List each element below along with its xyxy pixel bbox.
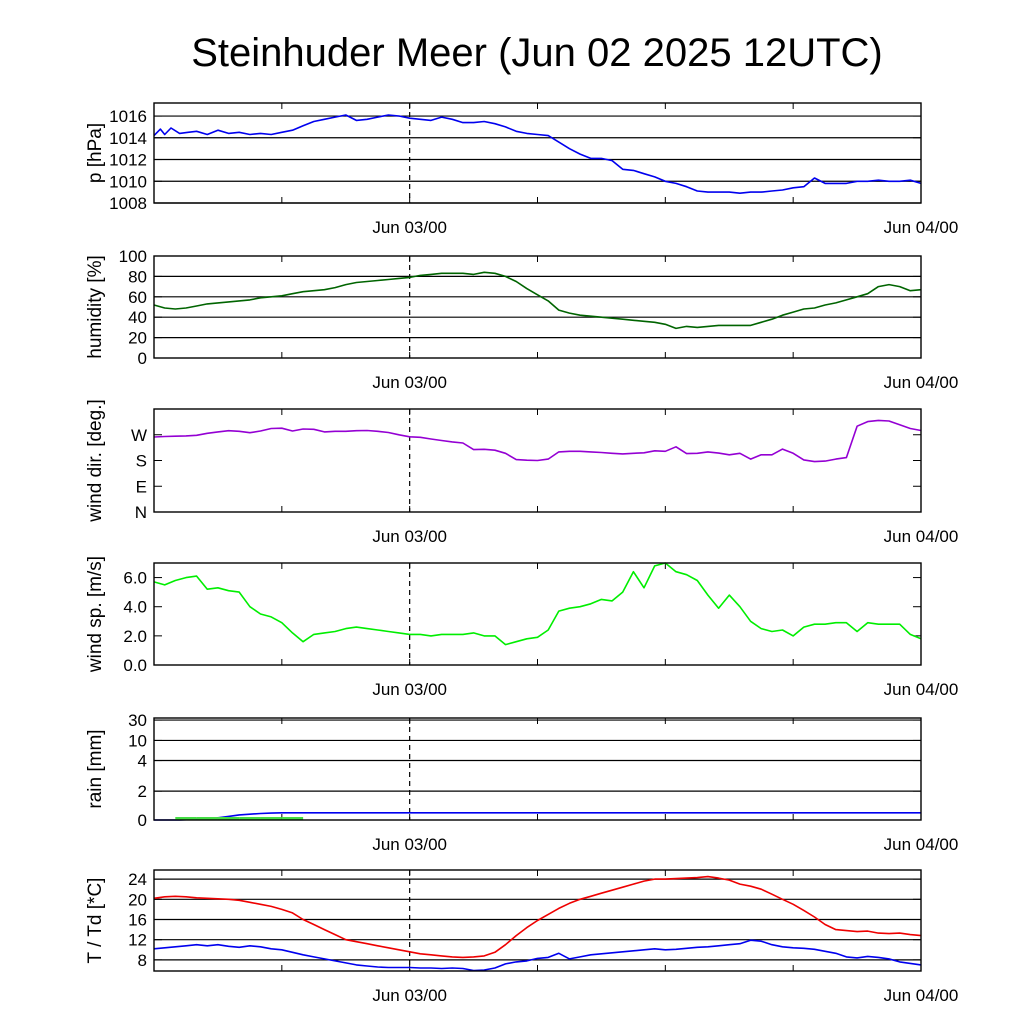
wind_dir-series-line bbox=[153, 419, 922, 463]
humidity-y-tick-label: 80 bbox=[128, 267, 147, 286]
rain-y-tick-label: 2 bbox=[138, 782, 147, 801]
wind_dir-panel-frame bbox=[153, 408, 922, 513]
humidity-y-tick-label: 0 bbox=[138, 349, 147, 368]
pressure-y-tick-label: 1010 bbox=[109, 172, 147, 191]
pressure-x-tick-label: Jun 03/00 bbox=[372, 218, 447, 237]
rain-rain-bar bbox=[281, 817, 304, 820]
rain-y-tick-label: 10 bbox=[128, 731, 147, 750]
pressure-series-line bbox=[153, 114, 922, 194]
temperature-y-tick-label: 24 bbox=[128, 870, 147, 889]
wind_speed-y-tick-label: 4.0 bbox=[123, 598, 147, 617]
wind_dir-y-tick-label: N bbox=[135, 503, 147, 522]
humidity-y-tick-label: 40 bbox=[128, 308, 147, 327]
wind_dir-y-tick-label: E bbox=[136, 477, 147, 496]
humidity-y-tick-label: 100 bbox=[119, 247, 147, 266]
rain-rain-bar bbox=[239, 817, 261, 820]
wind_dir-y-tick-label: S bbox=[136, 452, 147, 471]
humidity-y-axis-label: humidity [%] bbox=[85, 255, 106, 358]
rain-rain-bar bbox=[175, 817, 197, 820]
rain-rain-bar bbox=[217, 817, 240, 820]
rain-x-tick-label: Jun 04/00 bbox=[884, 835, 959, 854]
pressure-y-tick-label: 1016 bbox=[109, 107, 147, 126]
rain-x-tick-label: Jun 03/00 bbox=[372, 835, 447, 854]
pressure-y-tick-label: 1012 bbox=[109, 151, 147, 170]
temperature-x-tick-label: Jun 03/00 bbox=[372, 986, 447, 1005]
wind_dir-y-tick-label: W bbox=[131, 426, 147, 445]
wind_dir-x-tick-label: Jun 04/00 bbox=[884, 527, 959, 546]
wind_speed-x-tick-label: Jun 04/00 bbox=[884, 680, 959, 699]
wind_speed-x-tick-label: Jun 03/00 bbox=[372, 680, 447, 699]
wind_dir-x-tick-label: Jun 03/00 bbox=[372, 527, 447, 546]
temperature-panel-frame bbox=[153, 869, 922, 972]
wind_speed-y-tick-label: 2.0 bbox=[123, 627, 147, 646]
temperature-series-line bbox=[153, 939, 922, 972]
rain-rain-bar bbox=[196, 817, 218, 820]
pressure-x-tick-label: Jun 04/00 bbox=[884, 218, 959, 237]
rain-y-tick-label: 0 bbox=[138, 811, 147, 830]
temperature-y-tick-label: 8 bbox=[138, 951, 147, 970]
pressure-y-tick-label: 1008 bbox=[109, 194, 147, 213]
rain-y-tick-label: 30 bbox=[128, 711, 147, 730]
temperature-y-tick-label: 20 bbox=[128, 890, 147, 909]
pressure-y-tick-label: 1014 bbox=[109, 129, 147, 148]
humidity-panel-frame bbox=[153, 255, 922, 359]
chart-title: Steinhuder Meer (Jun 02 2025 12UTC) bbox=[191, 31, 882, 75]
wind_speed-y-axis-label: wind sp. [m/s] bbox=[85, 556, 106, 673]
temperature-series-line bbox=[153, 875, 922, 959]
humidity-y-tick-label: 60 bbox=[128, 288, 147, 307]
pressure-panel-frame bbox=[153, 102, 922, 204]
temperature-y-axis-label: T / Td [*C] bbox=[85, 878, 106, 964]
rain-panel-frame bbox=[153, 717, 922, 821]
humidity-x-tick-label: Jun 03/00 bbox=[372, 373, 447, 392]
humidity-x-tick-label: Jun 04/00 bbox=[884, 373, 959, 392]
temperature-y-tick-label: 12 bbox=[128, 931, 147, 950]
rain-rain-bar bbox=[260, 817, 282, 820]
wind_speed-panel-frame bbox=[153, 562, 922, 666]
temperature-y-tick-label: 16 bbox=[128, 910, 147, 929]
pressure-y-axis-label: p [hPa] bbox=[85, 123, 106, 183]
wind_speed-y-tick-label: 6.0 bbox=[123, 569, 147, 588]
wind_dir-y-axis-label: wind dir. [deg.] bbox=[85, 399, 106, 523]
rain-y-axis-label: rain [mm] bbox=[85, 729, 106, 808]
humidity-y-tick-label: 20 bbox=[128, 329, 147, 348]
wind_speed-series-line bbox=[153, 562, 922, 646]
temperature-x-tick-label: Jun 04/00 bbox=[884, 986, 959, 1005]
humidity-series-line bbox=[153, 271, 922, 330]
wind_speed-y-tick-label: 0.0 bbox=[123, 656, 147, 675]
rain-y-tick-label: 4 bbox=[138, 752, 147, 771]
